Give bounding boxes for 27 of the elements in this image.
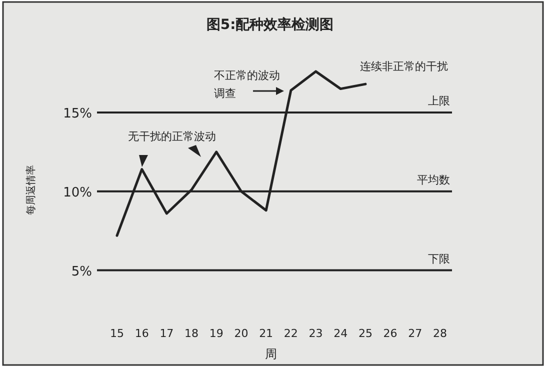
- y-tick-label: 15%: [63, 106, 92, 122]
- y-tick-label: 5%: [71, 264, 92, 280]
- x-tick-label: 18: [184, 327, 199, 340]
- x-tick-label: 19: [209, 327, 224, 340]
- y-axis-title: 每周返情率: [25, 165, 37, 215]
- annotation: 连续非正常的干扰: [360, 60, 448, 73]
- x-tick-label: 15: [110, 327, 124, 340]
- x-tick-label: 16: [134, 327, 149, 340]
- ref-line-label: 下限: [428, 252, 450, 266]
- ref-line-label: 上限: [428, 94, 450, 108]
- annotation: 调查: [214, 87, 236, 100]
- x-tick-label: 20: [234, 327, 248, 340]
- x-tick-label: 17: [160, 327, 174, 340]
- x-tick-label: 26: [383, 327, 398, 340]
- y-tick-label: 10%: [63, 185, 92, 200]
- x-tick-label: 27: [408, 327, 422, 340]
- x-tick-label: 21: [259, 327, 274, 340]
- annotation: 无干扰的正常波动: [128, 130, 216, 143]
- x-tick-label: 24: [334, 327, 348, 340]
- x-tick-label: 23: [308, 327, 323, 340]
- x-axis-title: 周: [265, 347, 277, 361]
- x-tick-label: 25: [358, 327, 372, 340]
- annotation: 不正常的波动: [214, 69, 280, 82]
- ref-line-label: 平均数: [417, 173, 450, 186]
- x-tick-label: 28: [433, 327, 447, 340]
- text: 图5:配种效率检测图: [206, 16, 334, 33]
- x-tick-label: 22: [284, 327, 298, 340]
